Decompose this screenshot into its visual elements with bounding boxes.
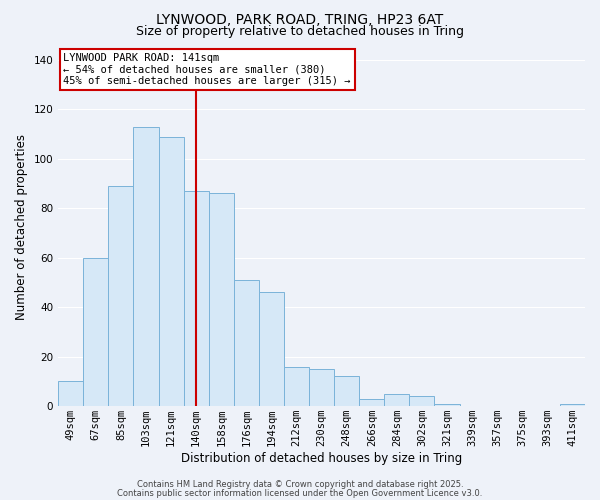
Bar xyxy=(359,398,385,406)
Bar xyxy=(133,126,158,406)
Bar xyxy=(234,280,259,406)
Bar xyxy=(309,369,334,406)
Bar xyxy=(158,136,184,406)
Bar xyxy=(109,186,133,406)
Text: Contains HM Land Registry data © Crown copyright and database right 2025.: Contains HM Land Registry data © Crown c… xyxy=(137,480,463,489)
Text: Contains public sector information licensed under the Open Government Licence v3: Contains public sector information licen… xyxy=(118,488,482,498)
Bar xyxy=(284,366,309,406)
Bar xyxy=(58,382,83,406)
Text: LYNWOOD, PARK ROAD, TRING, HP23 6AT: LYNWOOD, PARK ROAD, TRING, HP23 6AT xyxy=(157,12,443,26)
Bar xyxy=(385,394,409,406)
Text: Size of property relative to detached houses in Tring: Size of property relative to detached ho… xyxy=(136,25,464,38)
Bar xyxy=(560,404,585,406)
X-axis label: Distribution of detached houses by size in Tring: Distribution of detached houses by size … xyxy=(181,452,462,465)
Bar xyxy=(409,396,434,406)
Bar xyxy=(334,376,359,406)
Bar xyxy=(259,292,284,406)
Bar xyxy=(209,194,234,406)
Text: LYNWOOD PARK ROAD: 141sqm
← 54% of detached houses are smaller (380)
45% of semi: LYNWOOD PARK ROAD: 141sqm ← 54% of detac… xyxy=(64,53,351,86)
Bar xyxy=(434,404,460,406)
Bar xyxy=(184,191,209,406)
Y-axis label: Number of detached properties: Number of detached properties xyxy=(15,134,28,320)
Bar xyxy=(83,258,109,406)
